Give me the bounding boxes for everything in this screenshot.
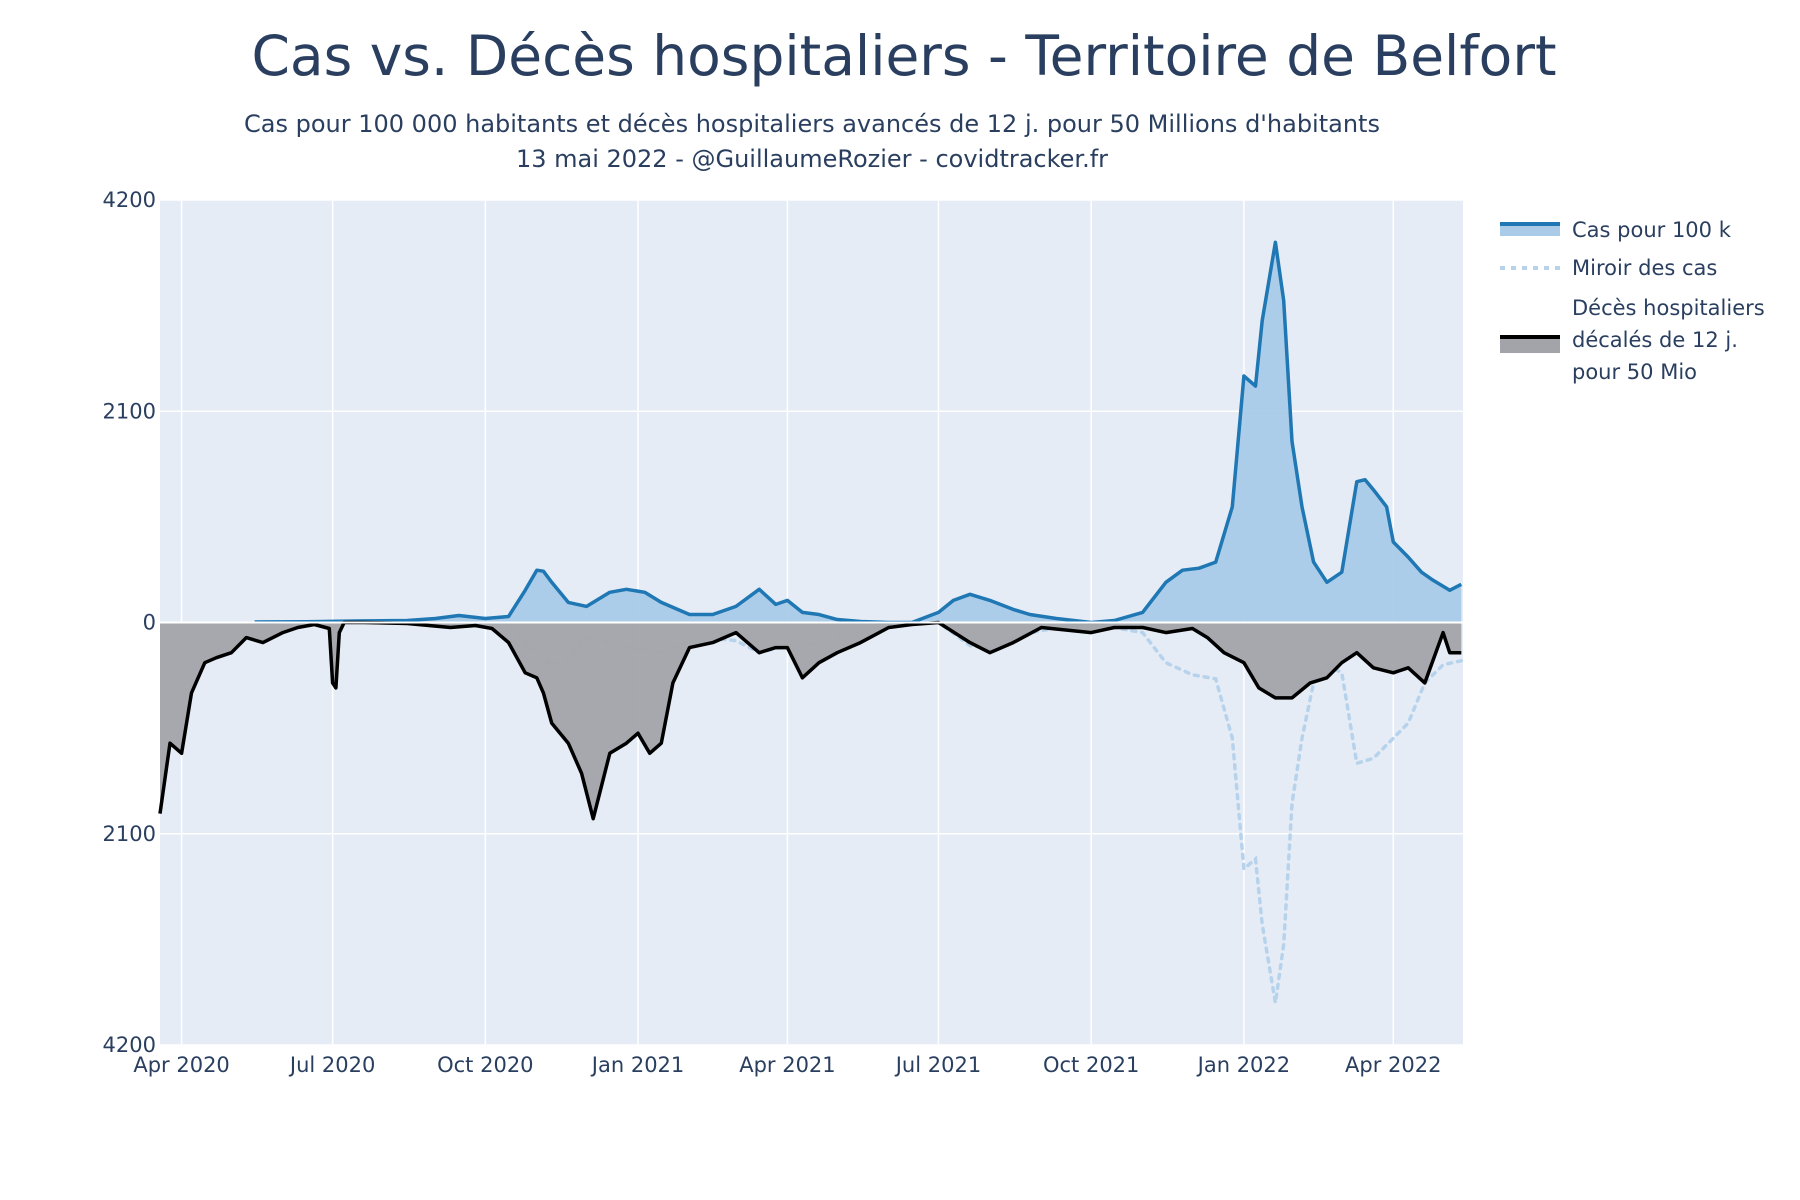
- deaths-line: [158, 620, 1462, 821]
- x-tick-label: Oct 2020: [437, 1053, 533, 1077]
- legend: Cas pour 100 k Miroir des cas Décès hospit…: [1500, 218, 1765, 384]
- cases-area: [254, 242, 1462, 623]
- y-tick-label: 4200: [103, 1033, 156, 1057]
- x-tick-label: Jan 2022: [1196, 1053, 1291, 1077]
- series-layer: [158, 240, 1464, 1004]
- x-tick-label: Apr 2022: [1345, 1053, 1441, 1077]
- legend-label: décalés de 12 j.: [1572, 328, 1738, 352]
- legend-label: pour 50 Mio: [1572, 360, 1697, 384]
- y-tick-label: 0: [143, 611, 156, 635]
- y-tick-label: 2100: [103, 399, 156, 423]
- x-tick-label: Jan 2021: [590, 1053, 685, 1077]
- x-tick-label: Jul 2021: [894, 1053, 981, 1077]
- chart-title: Cas vs. Décès hospitaliers - Territoire …: [251, 24, 1556, 88]
- x-tick-label: Jul 2020: [288, 1053, 375, 1077]
- y-tick-label: 4200: [103, 188, 156, 212]
- chart-subtitle-line-2: 13 mai 2022 - @GuillaumeRozier - covidtr…: [516, 145, 1108, 173]
- deaths-area: [160, 622, 1462, 819]
- cases-line: [254, 240, 1463, 625]
- chart-subtitle-line-1: Cas pour 100 000 habitants et décès hosp…: [244, 110, 1380, 138]
- y-tick-label: 2100: [103, 822, 156, 846]
- x-tick-label: Apr 2020: [133, 1053, 229, 1077]
- x-tick-label: Oct 2021: [1043, 1053, 1139, 1077]
- legend-swatch-deaths-fill: [1500, 337, 1560, 353]
- legend-label: Cas pour 100 k: [1572, 218, 1732, 242]
- legend-label: Miroir des cas: [1572, 256, 1717, 280]
- x-tick-label: Apr 2021: [739, 1053, 835, 1077]
- legend-label: Décès hospitaliers: [1572, 296, 1765, 320]
